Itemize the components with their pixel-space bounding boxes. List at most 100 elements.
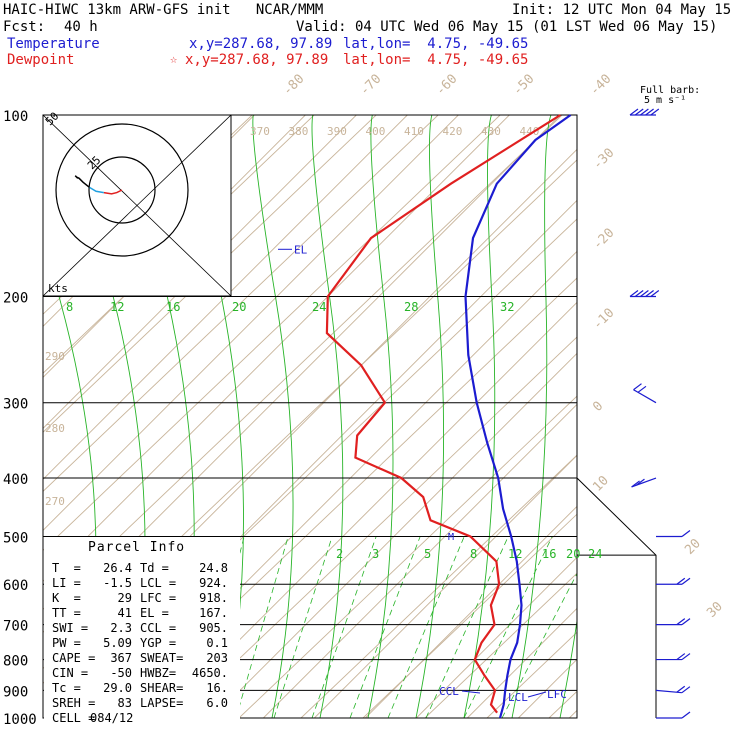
- theta-label: 290: [45, 350, 65, 363]
- parcel-info-title: Parcel Info: [88, 540, 186, 555]
- dry-adiabat-line: [548, 690, 577, 718]
- wind-barb: [631, 477, 657, 488]
- parcel-key: SWEAT=: [140, 651, 184, 665]
- barb-legend-unit: 5 m s⁻¹: [644, 95, 687, 106]
- wind-barb-flag: [681, 577, 691, 585]
- mixing-ratio-label: 24: [588, 547, 602, 561]
- dry-adiabat-line: [673, 115, 740, 718]
- parcel-row: PW = 5.09 YGP = 0.1: [52, 637, 238, 651]
- wind-barb-flag: [681, 529, 691, 537]
- ccl-tick: [461, 690, 481, 694]
- hodograph-unit-label: kts: [48, 282, 68, 295]
- theta-label: 440: [520, 125, 540, 138]
- isotherm-line: [43, 115, 357, 429]
- parcel-value: 5.09: [103, 636, 132, 650]
- mixing-ratio-line: [387, 536, 465, 718]
- parcel-value: 203: [206, 651, 228, 665]
- isotherm-label: 30: [704, 599, 726, 621]
- lfc-tick: [527, 691, 547, 698]
- parcel-key: CCL =: [140, 621, 177, 635]
- isotherm-label: -30: [590, 146, 617, 173]
- lcl-label: LCL: [508, 691, 528, 704]
- mixing-ratio-label: 16: [542, 547, 556, 561]
- parcel-row: SWI = 2.3 CCL = 905.: [52, 622, 238, 636]
- barb-panel-edge: [576, 477, 657, 718]
- parcel-key: PW =: [52, 636, 81, 650]
- theta-label: 280: [45, 422, 65, 435]
- wind-barb-flag: [631, 480, 640, 488]
- moist-adiabat-line: [608, 110, 680, 718]
- dry-adiabat-line: [176, 336, 577, 718]
- pressure-tick-label: 500: [3, 530, 28, 546]
- barb-legend-title: Full barb:: [640, 85, 701, 96]
- dry-adiabat-line: [43, 115, 501, 552]
- parcel-value: -50: [110, 666, 132, 680]
- parcel-value: 367: [110, 651, 132, 665]
- parcel-row: CIN = -50 HWBZ= 4650.: [52, 667, 238, 681]
- wind-barb-flag: [676, 618, 686, 626]
- theta-label: 410: [404, 125, 424, 138]
- dry-adiabat-line: [300, 454, 577, 718]
- parcel-value: 41: [117, 606, 132, 620]
- parcel-value: 0.1: [206, 636, 228, 650]
- parcel-info-box: [44, 537, 240, 727]
- isotherm-line: [161, 301, 577, 718]
- parcel-key: SHEAR=: [140, 681, 184, 695]
- isotherm-line: [43, 115, 459, 531]
- pressure-tick-label: 600: [3, 578, 28, 594]
- dry-adiabat-line: [43, 115, 439, 492]
- theta-label: 420: [443, 125, 463, 138]
- wind-barb-flag: [681, 711, 691, 719]
- wind-barb-flag: [629, 290, 639, 298]
- isotherm-line: [467, 607, 577, 718]
- wind-barb-flag: [633, 383, 642, 391]
- dry-adiabat-line: [424, 572, 577, 718]
- mixing-ratio-label: 28: [404, 300, 418, 314]
- wind-barb-flag: [681, 686, 691, 694]
- hodograph-ring-inner: [88, 156, 156, 224]
- pressure-tick-label: 800: [3, 654, 28, 670]
- parcel-value: 6.0: [206, 696, 228, 710]
- parcel-row: CAPE = 367 SWEAT= 203: [52, 652, 238, 666]
- pressure-tick-label: 900: [3, 684, 28, 700]
- wind-barb-flag: [634, 290, 644, 298]
- hodograph-ring-outer: [55, 123, 189, 257]
- isotherm-line: [569, 709, 577, 718]
- parcel-key: SWI =: [52, 621, 89, 635]
- mixing-ratio-line: [273, 536, 333, 718]
- wind-barb-flag: [650, 290, 660, 298]
- wind-barb: [633, 389, 657, 404]
- wind-barb-flag: [629, 108, 639, 116]
- hodograph-trace-mid: [89, 186, 104, 194]
- parcel-value: 29.0: [103, 681, 132, 695]
- isotherm-label: -40: [587, 72, 614, 99]
- mix-label: M: [448, 532, 454, 543]
- isotherm-label: -20: [590, 226, 617, 253]
- isotherm-line: [43, 115, 510, 582]
- isotherm-line: [43, 115, 408, 480]
- isotherm-line: [263, 403, 577, 718]
- moist-adiabat-line: [463, 115, 500, 718]
- init-time: Init: 12 UTC Mon 04 May 15: [512, 2, 732, 18]
- theta-label: 400: [366, 125, 386, 138]
- moist-adiabat-line: [559, 617, 577, 718]
- isotherm-line: [365, 505, 577, 718]
- fcst-label: Fcst:: [3, 19, 46, 35]
- theta-label: 390: [327, 125, 347, 138]
- parcel-value: 167.: [199, 606, 228, 620]
- wind-barb-flag: [650, 108, 660, 116]
- parcel-value: 16.: [206, 681, 228, 695]
- parcel-key: LAPSE=: [140, 696, 184, 710]
- theta-label: 430: [481, 125, 501, 138]
- moist-adiabat-line: [252, 115, 294, 718]
- dry-adiabat-line: [238, 395, 577, 718]
- parcel-key: TT =: [52, 606, 81, 620]
- wind-barb-flag: [645, 108, 654, 116]
- moist-adiabat-line: [311, 115, 344, 718]
- wind-barb-flag: [637, 385, 647, 393]
- pressure-tick-label: 700: [3, 619, 28, 635]
- hodograph-trace-upper: [74, 175, 90, 188]
- parcel-key: LI =: [52, 576, 81, 590]
- dry-adiabat-line: [362, 513, 577, 718]
- mixing-ratio-line: [235, 536, 289, 718]
